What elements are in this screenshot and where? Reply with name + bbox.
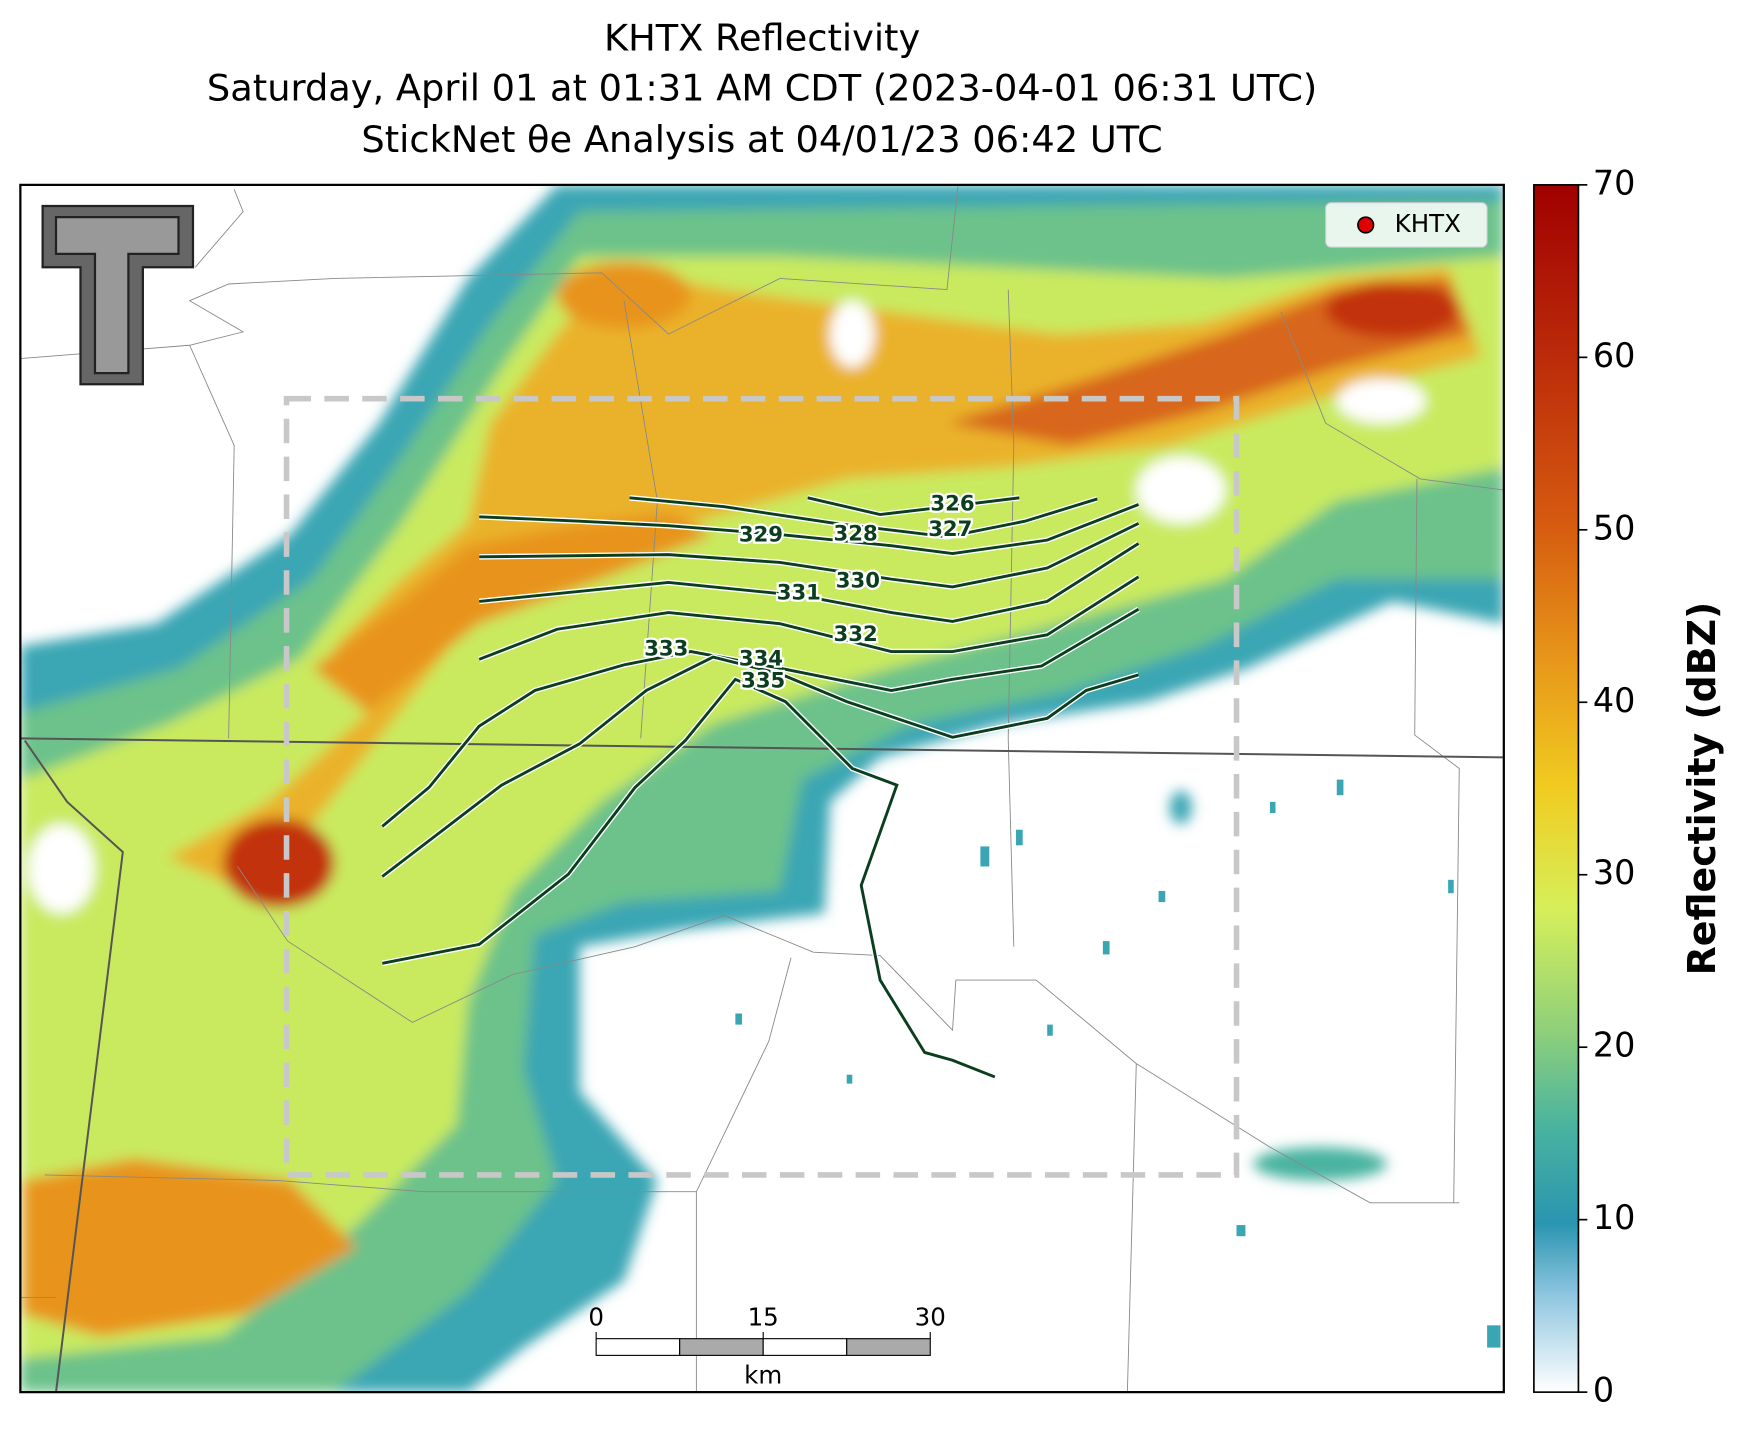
contour-label: 330 bbox=[836, 567, 880, 592]
contour-line bbox=[382, 677, 996, 1079]
scale-segment bbox=[595, 1338, 681, 1356]
reflectivity-field bbox=[20, 184, 1504, 1393]
contour-label: 333 bbox=[644, 635, 688, 660]
colorbar-tick-label: 50 bbox=[1593, 508, 1636, 547]
logo bbox=[41, 204, 195, 386]
contour-line bbox=[807, 496, 1020, 516]
scale-unit: km bbox=[744, 1361, 782, 1390]
contour-line bbox=[629, 496, 1098, 539]
colorbar: Reflectivity (dBZ) 0 10 20 30 40 50 60 70 bbox=[1533, 163, 1724, 1410]
scale-tick-label: 0 bbox=[588, 1303, 604, 1332]
scale-bar: km 0 15 30 bbox=[588, 1303, 946, 1390]
contour-line bbox=[381, 655, 1139, 878]
scattered-echoes bbox=[735, 779, 1501, 1348]
title-line: KHTX Reflectivity bbox=[604, 17, 920, 60]
contour-line bbox=[479, 522, 1140, 589]
colorbar-tick-label: 30 bbox=[1593, 853, 1636, 892]
colorbar-tick-label: 0 bbox=[1593, 1371, 1614, 1410]
colorbar-label: Reflectivity (dBZ) bbox=[1680, 602, 1724, 976]
title-line: Saturday, April 01 at 01:31 AM CDT (2023… bbox=[207, 67, 1317, 110]
county-lines bbox=[20, 184, 1504, 1393]
legend-marker bbox=[1357, 216, 1375, 234]
state-lines bbox=[20, 737, 1504, 1393]
contour-label: 329 bbox=[739, 522, 783, 547]
contour-label: 331 bbox=[777, 580, 821, 605]
contour-label: 335 bbox=[741, 668, 785, 693]
scale-segment bbox=[679, 1338, 764, 1356]
colorbar-tick-label: 10 bbox=[1593, 1198, 1636, 1237]
contour-label: 332 bbox=[834, 621, 878, 646]
scale-tick-label: 15 bbox=[748, 1303, 779, 1332]
contour-line bbox=[479, 542, 1140, 623]
colorbar-tick-label: 40 bbox=[1593, 681, 1636, 720]
scale-tick-label: 30 bbox=[915, 1303, 946, 1332]
contour-line bbox=[479, 503, 1140, 555]
colorbar-tick-label: 20 bbox=[1593, 1026, 1636, 1065]
plot-frame bbox=[19, 183, 1505, 1394]
contour-label: 326 bbox=[930, 491, 974, 516]
legend: KHTX bbox=[1325, 202, 1488, 248]
contour-line bbox=[381, 607, 1140, 828]
contour-label: 334 bbox=[739, 645, 783, 670]
analysis-domain bbox=[283, 395, 1240, 1178]
legend-label: KHTX bbox=[1395, 209, 1461, 238]
colorbar-scale bbox=[1533, 184, 1580, 1393]
colorbar-tick-label: 60 bbox=[1593, 336, 1636, 375]
scale-segment bbox=[846, 1338, 931, 1356]
scale-segment bbox=[762, 1338, 848, 1356]
contour-label: 328 bbox=[834, 521, 878, 546]
contour-line bbox=[478, 575, 1140, 661]
title-line: StickNet θe Analysis at 04/01/23 06:42 U… bbox=[361, 118, 1162, 161]
contour-label: 327 bbox=[928, 516, 972, 541]
colorbar-tick-label: 70 bbox=[1593, 163, 1636, 202]
